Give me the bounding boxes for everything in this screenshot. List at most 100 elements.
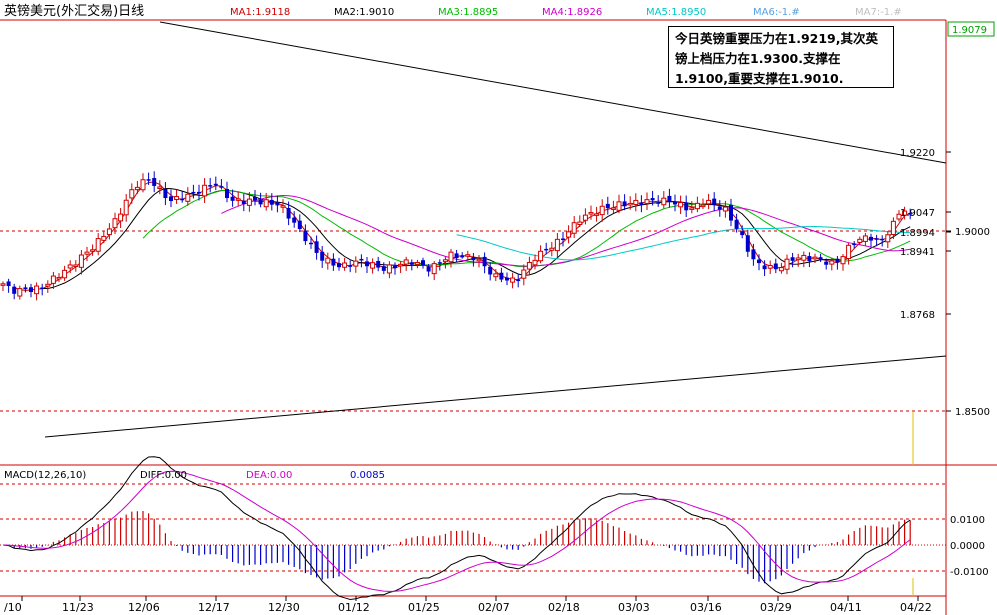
- candle-body: [757, 259, 761, 264]
- candle-body: [393, 265, 397, 269]
- candle-body: [577, 221, 583, 225]
- candle-body: [376, 260, 381, 268]
- candle-body: [129, 189, 135, 199]
- candle-body: [493, 273, 499, 278]
- macd-dea-label: DEA:0.00: [246, 470, 292, 481]
- candle-body: [846, 244, 852, 260]
- candle-body: [566, 231, 572, 238]
- candle-body: [684, 202, 689, 211]
- candle-body: [751, 249, 756, 260]
- ma-legend: MA1:1.9118 MA2:1.9010 MA3:1.8895 MA4:1.8926…: [230, 7, 902, 18]
- macd-dea-line: [2, 470, 911, 592]
- candle-body: [521, 269, 527, 279]
- candle-body: [23, 287, 28, 290]
- candle-body: [118, 213, 124, 222]
- ma-label-3: MA3:1.8895: [438, 7, 498, 18]
- date-label: 02/18: [548, 601, 580, 614]
- candle-body: [78, 254, 84, 268]
- candle-body: [610, 207, 616, 210]
- macd-axis-label: 0.0100: [950, 515, 985, 526]
- candle-body: [627, 202, 633, 206]
- date-label: 12/30: [268, 601, 300, 614]
- candle-body: [908, 213, 913, 215]
- candle-body: [694, 202, 700, 210]
- candle-body: [365, 261, 369, 267]
- candle-body: [773, 263, 778, 270]
- candle-body: [784, 258, 790, 270]
- candle-body: [169, 196, 173, 202]
- candle-body: [386, 264, 392, 274]
- date-label: 04/22: [900, 601, 932, 614]
- ma5-line: [456, 225, 911, 261]
- candle-body: [292, 217, 297, 223]
- candle-body: [667, 195, 672, 203]
- price-label: 1.9047: [900, 208, 935, 219]
- candle-body: [745, 235, 750, 252]
- candle-body: [622, 201, 627, 207]
- candle-body: [588, 212, 594, 215]
- candle-body: [191, 191, 196, 194]
- chart-title: 英镑美元(外汇交易)日线: [4, 3, 144, 19]
- candle-body: [561, 238, 565, 241]
- candle-body: [896, 213, 902, 220]
- candle-body: [56, 276, 62, 280]
- candle-body: [180, 198, 185, 201]
- candle-body: [460, 255, 465, 258]
- candle-body: [34, 285, 40, 295]
- candle-body: [73, 264, 79, 267]
- candle-body: [442, 259, 448, 263]
- candle-body: [263, 199, 269, 208]
- candle-body: [123, 199, 129, 216]
- candle-body: [482, 256, 487, 267]
- candle-body: [225, 188, 229, 199]
- date-label: /10: [4, 601, 22, 614]
- current-price-box: [947, 21, 995, 37]
- price-axis: 1.9220 1.9047 1.9000 1.8994 1.8941 1.8768 1.85…: [900, 148, 990, 418]
- candle-body: [767, 265, 773, 269]
- candle-body: [29, 287, 33, 292]
- candle-body: [812, 256, 818, 260]
- candle-body: [437, 262, 442, 264]
- candle-body: [342, 262, 348, 268]
- candle-body: [795, 257, 801, 261]
- candle-body: [213, 183, 218, 186]
- candle-body: [616, 201, 622, 211]
- price-label: 1.8500: [955, 407, 990, 418]
- candle-body: [824, 261, 829, 265]
- candle-body: [331, 258, 336, 266]
- candle-body: [0, 283, 6, 286]
- price-label: 1.8994: [900, 228, 935, 239]
- candle-body: [835, 258, 840, 263]
- date-label: 02/07: [478, 601, 510, 614]
- candle-body: [554, 238, 560, 252]
- candle-body: [902, 210, 908, 216]
- candle-body: [421, 260, 425, 266]
- ma-label-7: MA7:-1.#: [855, 7, 902, 18]
- candle-body: [639, 202, 644, 206]
- candle-body: [729, 204, 733, 221]
- current-price-label: 1.9079: [952, 25, 987, 36]
- candle-body: [106, 228, 112, 236]
- resistance-trendline: [159, 21, 947, 164]
- candle-body: [17, 288, 23, 297]
- candle-body: [409, 262, 414, 265]
- candle-body: [790, 257, 795, 261]
- candle-body: [426, 266, 431, 272]
- macd-axis-label: 0.0000: [950, 541, 985, 552]
- candle-body: [869, 236, 873, 241]
- candle-body: [280, 205, 286, 208]
- candle-body: [678, 202, 684, 208]
- candle-body: [857, 238, 863, 243]
- candle-body: [50, 275, 56, 284]
- date-label: 01/12: [338, 601, 370, 614]
- candle-body: [348, 265, 353, 267]
- candle-body: [499, 272, 504, 280]
- candle-body: [689, 207, 695, 210]
- price-label: 1.8941: [900, 247, 935, 258]
- candle-body: [414, 262, 420, 265]
- candle-body: [661, 197, 667, 206]
- candle-body: [431, 263, 437, 275]
- candle-body: [230, 196, 235, 201]
- macd-value-label: 0.0085: [350, 470, 385, 481]
